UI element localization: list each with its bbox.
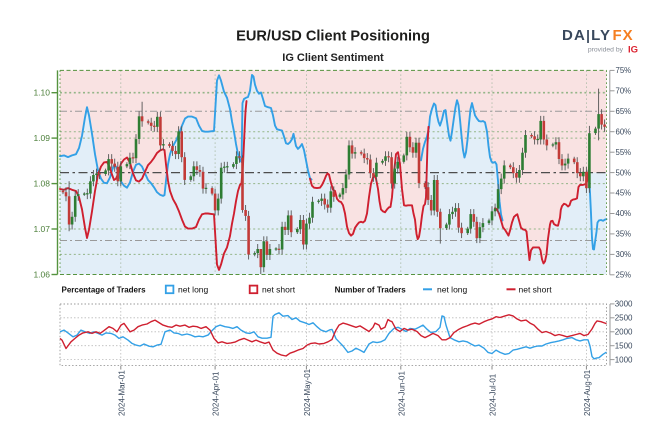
svg-text:40%: 40% <box>616 209 632 218</box>
svg-text:Number of Traders: Number of Traders <box>335 285 407 294</box>
svg-text:1000: 1000 <box>615 355 633 364</box>
svg-text:Percentage of Traders: Percentage of Traders <box>62 285 147 294</box>
svg-text:65%: 65% <box>616 107 632 116</box>
svg-text:50%: 50% <box>616 168 632 177</box>
svg-text:2024-Jun-01: 2024-Jun-01 <box>397 371 406 416</box>
svg-text:1.09: 1.09 <box>33 133 50 143</box>
svg-text:2024-Jul-01: 2024-Jul-01 <box>489 373 498 416</box>
svg-text:30%: 30% <box>616 250 632 259</box>
svg-text:55%: 55% <box>616 148 632 157</box>
svg-text:provided by: provided by <box>588 47 624 54</box>
svg-text:1.10: 1.10 <box>33 88 50 98</box>
svg-text:net long: net long <box>437 284 468 294</box>
svg-text:2500: 2500 <box>615 314 633 323</box>
svg-text:DA|LY: DA|LY <box>562 27 611 44</box>
svg-text:25%: 25% <box>616 271 632 280</box>
svg-text:1.08: 1.08 <box>33 179 50 189</box>
svg-text:net short: net short <box>262 284 296 294</box>
svg-text:net short: net short <box>519 284 553 294</box>
svg-text:45%: 45% <box>616 189 632 198</box>
svg-text:IG Client Sentiment: IG Client Sentiment <box>282 52 384 64</box>
svg-text:2024-Aug-01: 2024-Aug-01 <box>583 369 592 416</box>
svg-text:FX: FX <box>613 27 634 44</box>
svg-text:60%: 60% <box>616 127 632 136</box>
svg-text:3000: 3000 <box>615 300 633 309</box>
svg-text:2024-Mar-01: 2024-Mar-01 <box>117 370 126 416</box>
svg-text:net long: net long <box>178 284 209 294</box>
svg-text:35%: 35% <box>616 230 632 239</box>
svg-text:2024-May-01: 2024-May-01 <box>303 368 312 416</box>
svg-text:EUR/USD Client Positioning: EUR/USD Client Positioning <box>236 29 430 45</box>
svg-text:2024-Apr-01: 2024-Apr-01 <box>212 371 221 416</box>
svg-text:1.06: 1.06 <box>33 270 50 280</box>
svg-text:75%: 75% <box>616 66 632 75</box>
svg-text:70%: 70% <box>616 87 632 96</box>
svg-text:1500: 1500 <box>615 341 633 350</box>
svg-text:IG: IG <box>628 45 638 56</box>
svg-text:1.07: 1.07 <box>33 224 50 234</box>
svg-text:2000: 2000 <box>615 327 633 336</box>
